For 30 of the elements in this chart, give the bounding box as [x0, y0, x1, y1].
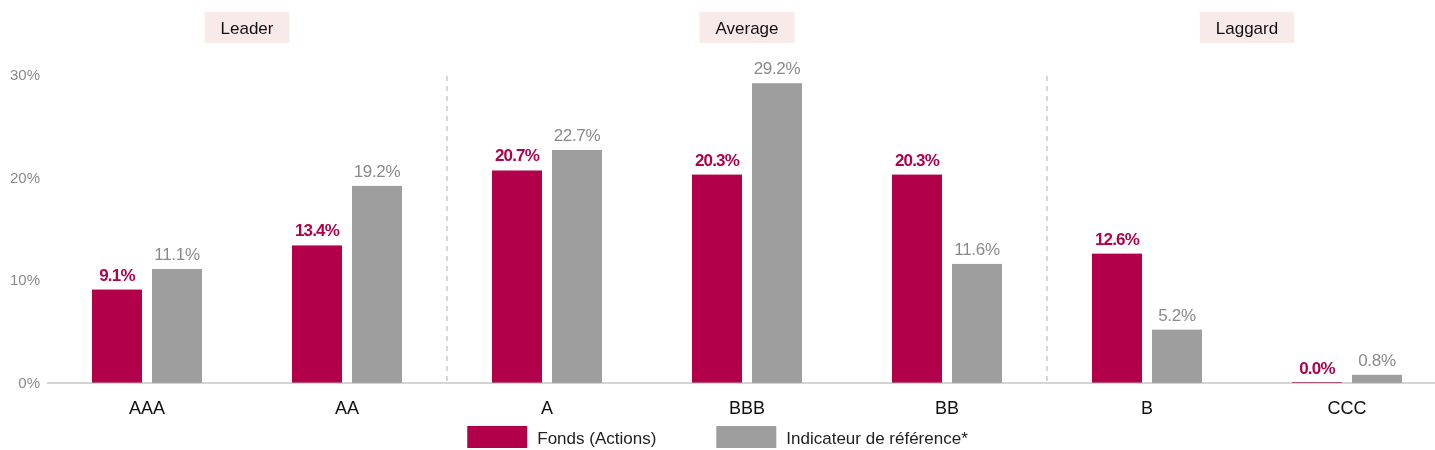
data-label: 0.0% — [1299, 359, 1336, 378]
legend-label: Fonds (Actions) — [537, 429, 657, 448]
text: Leader — [220, 19, 274, 38]
data-label: 22.7% — [553, 125, 601, 145]
y-tick-label: 30% — [9, 66, 40, 83]
data-label: 20.7% — [494, 146, 540, 166]
x-tick-label: B — [1140, 398, 1154, 418]
data-label: 5.2% — [1158, 305, 1196, 325]
data-label: 12.6% — [1094, 229, 1140, 249]
data-label: 19.2% — [353, 161, 401, 181]
x-tick-label: AAA — [128, 398, 166, 418]
y-tick-label: 10% — [9, 271, 40, 289]
data-label: 20.3% — [894, 150, 940, 170]
x-tick-label: BBB — [728, 398, 766, 418]
data-label: 11.6% — [954, 239, 1000, 259]
data-label: 9.1% — [99, 265, 136, 285]
legend-label: Indicateur de référence* — [786, 429, 969, 448]
text: Average — [715, 19, 779, 38]
data-label: 13.4% — [294, 221, 340, 241]
data-label: 11.1% — [154, 245, 200, 265]
data-label: 0.8% — [1358, 350, 1396, 370]
text: Laggard — [1215, 19, 1279, 38]
x-tick-label: CCC — [1327, 398, 1367, 418]
y-tick-label: 0% — [18, 374, 40, 391]
x-tick-label: A — [540, 398, 554, 418]
data-label: 20.3% — [694, 150, 740, 170]
data-label: 29.2% — [753, 59, 801, 79]
x-tick-label: BB — [934, 398, 960, 418]
x-tick-label: AA — [334, 398, 360, 418]
y-tick-label: 20% — [9, 168, 40, 186]
